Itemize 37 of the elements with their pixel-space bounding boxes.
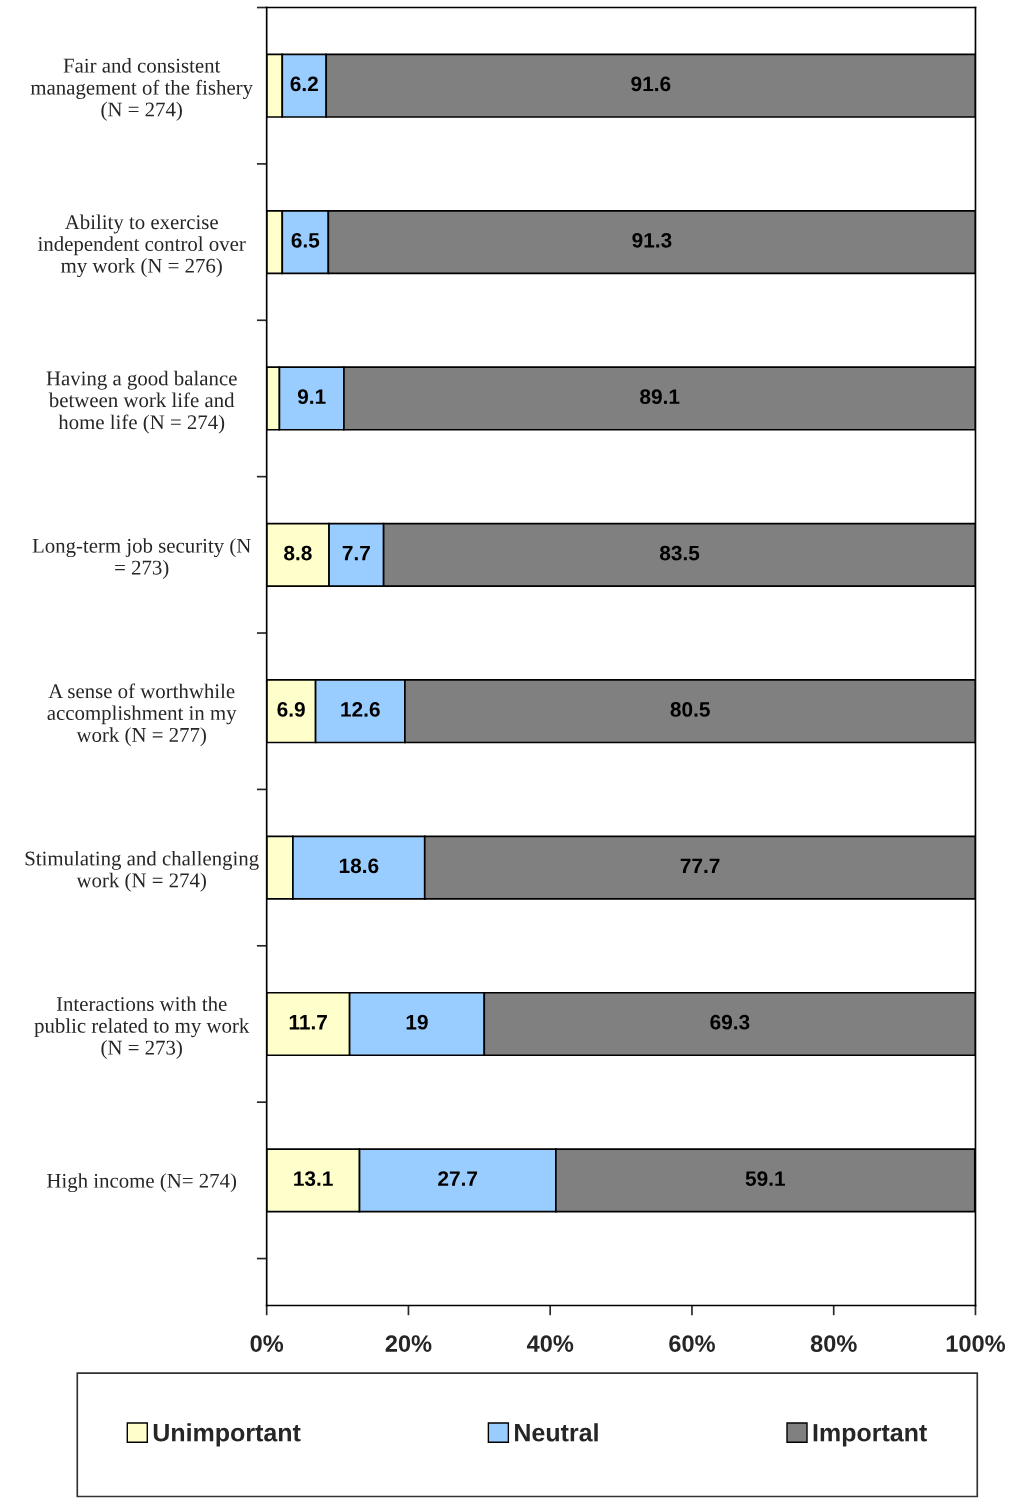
y-tick-label: High income (N= 274) xyxy=(47,1173,237,1193)
data-label: 7.7 xyxy=(342,545,370,561)
y-tick-label: Ability to exercise independent control over my work (N = 276) xyxy=(37,214,246,278)
data-label: 59.1 xyxy=(745,1171,786,1186)
data-label: 6.9 xyxy=(277,702,305,717)
x-tick-label: 80% xyxy=(810,1335,857,1352)
x-tick-label: 0% xyxy=(250,1335,284,1352)
data-label: 9.1 xyxy=(297,389,326,405)
data-label: 77.7 xyxy=(680,858,720,873)
data-label: 91.6 xyxy=(631,76,671,92)
data-label: 6.5 xyxy=(291,232,320,248)
data-label: 27.7 xyxy=(438,1171,478,1186)
x-tick-label: 20% xyxy=(385,1335,432,1352)
legend-label: Unimportant xyxy=(153,1423,301,1447)
x-tick-label: 100% xyxy=(946,1335,1006,1352)
data-label: 13.1 xyxy=(294,1171,333,1186)
y-tick-label: Interactions with the public related to my work (N = 273) xyxy=(34,996,250,1059)
x-tick-label: 60% xyxy=(669,1335,715,1352)
y-tick-label: Having a good balance between work life and home life (N = 274) xyxy=(46,370,237,434)
data-label: 8.8 xyxy=(284,545,312,561)
data-label: 11.7 xyxy=(289,1015,327,1030)
legend-label: Important xyxy=(813,1424,927,1447)
data-label: 83.5 xyxy=(659,545,700,561)
y-tick-label: A sense of worthwhile accomplishment in my work (N = 277) xyxy=(47,683,237,747)
data-label: 89.1 xyxy=(640,389,680,405)
x-tick-label: 40% xyxy=(526,1335,574,1352)
legend-label: Neutral xyxy=(515,1423,598,1442)
y-tick-label: Fair and consistent management of the fishery (N = 274) xyxy=(30,57,253,121)
y-tick-label: Stimulating and challenging work (N = 274) xyxy=(25,850,259,892)
data-label: 12.6 xyxy=(341,702,380,717)
data-label: 18.6 xyxy=(339,858,379,874)
data-label: 91.3 xyxy=(632,232,672,248)
y-tick-label: Long-term job security (N = 273) xyxy=(32,538,251,579)
data-label: 80.5 xyxy=(670,702,710,717)
data-label: 69.3 xyxy=(710,1014,750,1030)
data-label: 19 xyxy=(406,1014,428,1030)
data-label: 6.2 xyxy=(290,76,318,92)
